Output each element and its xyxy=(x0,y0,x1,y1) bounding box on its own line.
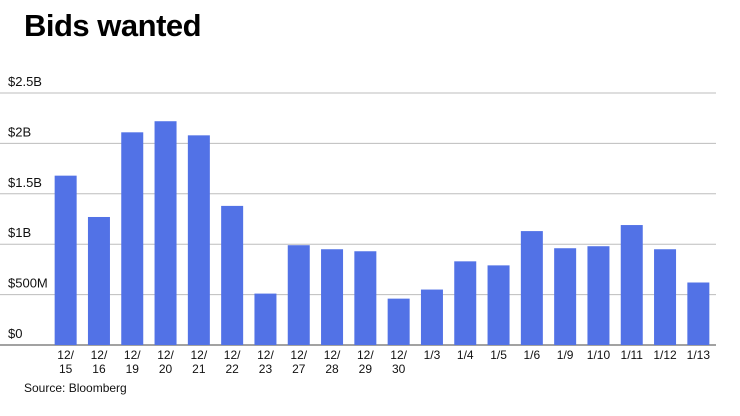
y-axis-labels: $0 $500M $1B $1.5B $2B $2.5B xyxy=(8,74,48,341)
bar xyxy=(487,265,510,345)
y-tick-label: $500M xyxy=(8,276,48,291)
bar xyxy=(287,245,310,345)
bar xyxy=(454,261,477,345)
x-tick-label: 1/12 xyxy=(653,348,677,362)
x-tick-label: 1/6 xyxy=(524,348,541,362)
x-tick-label: 1/5 xyxy=(490,348,507,362)
bar xyxy=(221,205,244,345)
bar xyxy=(87,216,110,345)
x-tick-label: 1/3 xyxy=(424,348,441,362)
x-tick-label: 12/28 xyxy=(324,348,341,376)
y-tick-label: $2.5B xyxy=(8,74,42,89)
bar xyxy=(154,121,177,345)
x-tick-label-line: 1/3 xyxy=(424,348,441,362)
x-tick-label-line: 12/ xyxy=(390,348,407,362)
x-tick-label: 12/30 xyxy=(390,348,407,376)
x-tick-label-line: 12/ xyxy=(124,348,141,362)
x-tick-label-line: 12/ xyxy=(324,348,341,362)
x-axis-labels: 12/1512/1612/1912/2012/2112/2212/2312/27… xyxy=(57,348,710,376)
bar xyxy=(520,231,543,345)
x-tick-label-line: 19 xyxy=(126,362,140,376)
x-tick-label-line: 1/4 xyxy=(457,348,474,362)
x-tick-label-line: 1/6 xyxy=(524,348,541,362)
bar xyxy=(187,135,210,345)
x-tick-label-line: 12/ xyxy=(91,348,108,362)
y-tick-label: $2B xyxy=(8,124,31,139)
chart-title: Bids wanted xyxy=(24,8,202,43)
x-tick-label-line: 1/11 xyxy=(621,348,644,362)
x-tick-label: 1/11 xyxy=(621,348,644,362)
x-tick-label: 1/4 xyxy=(457,348,474,362)
x-tick-label-line: 20 xyxy=(159,362,173,376)
y-tick-label: $0 xyxy=(8,326,22,341)
x-tick-label-line: 23 xyxy=(259,362,273,376)
bar xyxy=(587,246,610,345)
x-tick-label: 12/15 xyxy=(57,348,74,376)
x-tick-label: 12/21 xyxy=(191,348,208,376)
x-tick-label-line: 1/12 xyxy=(653,348,677,362)
x-tick-label-line: 21 xyxy=(192,362,206,376)
bar xyxy=(654,249,677,345)
bar xyxy=(354,251,377,345)
x-tick-label-line: 12/ xyxy=(157,348,174,362)
x-tick-label: 12/27 xyxy=(290,348,307,376)
x-tick-label: 1/13 xyxy=(687,348,711,362)
x-tick-label: 12/23 xyxy=(257,348,274,376)
x-tick-label: 12/20 xyxy=(157,348,174,376)
bar xyxy=(420,289,443,345)
x-tick-label-line: 30 xyxy=(392,362,406,376)
bars xyxy=(54,121,710,345)
x-tick-label-line: 12/ xyxy=(191,348,208,362)
x-tick-label: 1/9 xyxy=(557,348,574,362)
x-tick-label-line: 1/13 xyxy=(687,348,711,362)
bar xyxy=(254,293,277,345)
y-tick-label: $1B xyxy=(8,225,31,240)
x-tick-label-line: 1/9 xyxy=(557,348,574,362)
x-tick-label: 12/29 xyxy=(357,348,374,376)
x-tick-label-line: 12/ xyxy=(224,348,241,362)
source-note: Source: Bloomberg xyxy=(24,381,127,395)
x-tick-label: 12/19 xyxy=(124,348,141,376)
x-tick-label-line: 15 xyxy=(59,362,73,376)
x-tick-label-line: 12/ xyxy=(57,348,74,362)
x-tick-label-line: 1/5 xyxy=(490,348,507,362)
x-tick-label-line: 12/ xyxy=(290,348,307,362)
x-tick-label-line: 16 xyxy=(92,362,106,376)
y-tick-label: $1.5B xyxy=(8,175,42,190)
x-tick-label-line: 28 xyxy=(325,362,339,376)
x-tick-label-line: 22 xyxy=(225,362,239,376)
bar xyxy=(321,249,344,345)
bar xyxy=(687,282,710,345)
x-tick-label: 12/16 xyxy=(91,348,108,376)
x-tick-label: 1/10 xyxy=(587,348,611,362)
x-tick-label: 12/22 xyxy=(224,348,241,376)
bar xyxy=(387,298,410,345)
bar xyxy=(54,175,77,345)
x-tick-label-line: 1/10 xyxy=(587,348,611,362)
bar xyxy=(620,225,643,345)
bar xyxy=(121,132,144,345)
x-tick-label-line: 27 xyxy=(292,362,306,376)
x-tick-label-line: 12/ xyxy=(257,348,274,362)
bar xyxy=(554,248,577,345)
x-tick-label-line: 29 xyxy=(359,362,373,376)
x-tick-label-line: 12/ xyxy=(357,348,374,362)
